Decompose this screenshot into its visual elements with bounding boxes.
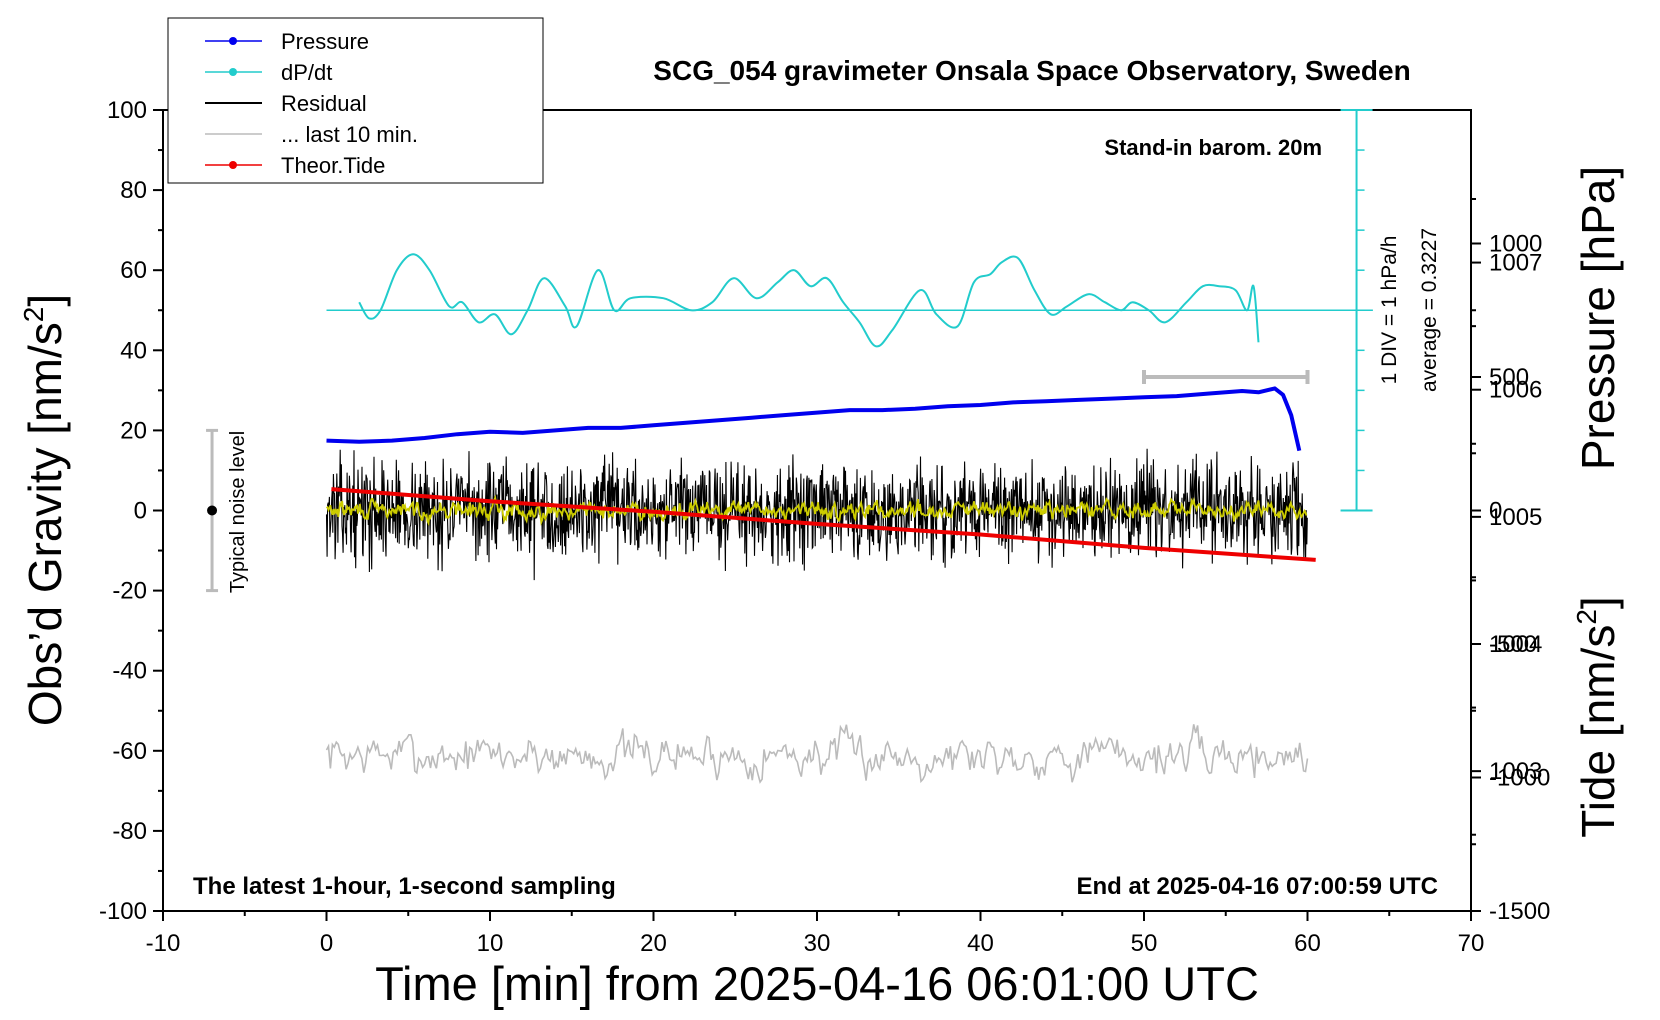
chart-title: SCG_054 gravimeter Onsala Space Observat…: [653, 55, 1410, 86]
series-pressure: [326, 386, 1302, 452]
x-tick-label: 20: [640, 930, 667, 957]
legend-label: Pressure: [281, 29, 369, 54]
pressure-tick-label: 1003: [1489, 758, 1542, 785]
x-tick-label: 0: [320, 930, 333, 957]
y-tick-label: 60: [120, 257, 147, 284]
tide-axis-label: Tide [nm/s2]: [1571, 596, 1624, 837]
series-theor-tide: [331, 487, 1316, 562]
legend-label: Theor.Tide: [281, 153, 385, 178]
tide-tick-label: 1000: [1489, 231, 1542, 258]
pressure-tick-label: 1005: [1489, 504, 1542, 531]
legend-label: Residual: [281, 91, 367, 116]
series-dpdt: [358, 253, 1260, 348]
legend-label: dP/dt: [281, 60, 332, 85]
average-label: average = 0.3227: [1418, 228, 1441, 392]
legend-box: [167, 17, 544, 184]
y-tick-label: 40: [120, 337, 147, 364]
pressure-tick-label: 1006: [1489, 377, 1542, 404]
y-tick-label: -100: [99, 898, 147, 925]
x-axis-label: Time [min] from 2025-04-16 06:01:00 UTC: [375, 957, 1259, 1010]
tide-tick-label: 500: [1489, 364, 1529, 391]
y-tick-label: -80: [112, 818, 147, 845]
series-residual-smoothed: [325, 494, 1308, 527]
y-tick-label: -20: [112, 578, 147, 605]
y-tick-label: 0: [134, 498, 147, 525]
y-tick-label: -40: [112, 658, 147, 685]
pressure-tick-label: 1004: [1489, 631, 1542, 658]
x-tick-label: 30: [804, 930, 831, 957]
series-last-10-min: [325, 724, 1309, 784]
pressure-axis-label: Pressure [hPa]: [1572, 166, 1624, 470]
bottom-left-annotation: The latest 1-hour, 1-second sampling: [193, 873, 616, 900]
bottom-right-annotation: End at 2025-04-16 07:00:59 UTC: [1077, 873, 1439, 900]
y-tick-label: 20: [120, 417, 147, 444]
y-axis-label: Obs’d Gravity [nm/s2]: [18, 294, 71, 726]
legend-label: ... last 10 min.: [281, 122, 418, 147]
x-tick-label: 50: [1131, 930, 1158, 957]
y-tick-label: -60: [112, 738, 147, 765]
x-tick-label: -10: [146, 930, 181, 957]
y-tick-label: 100: [107, 97, 147, 124]
div-label: 1 DIV = 1 hPa/h: [1378, 236, 1401, 385]
series-residual: [325, 448, 1308, 581]
tide-tick-label: -500: [1489, 631, 1537, 658]
legend-marker: [229, 37, 237, 45]
tide-tick-label: -1500: [1489, 898, 1550, 925]
noise-label: Typical noise level: [227, 431, 249, 593]
x-tick-label: 10: [477, 930, 504, 957]
x-tick-label: 70: [1458, 930, 1485, 957]
pressure-tick-label: 1007: [1489, 250, 1542, 277]
tide-tick-label: -1000: [1489, 765, 1550, 792]
legend-marker: [229, 68, 237, 76]
barometer-annotation: Stand-in barom. 20m: [1104, 135, 1322, 160]
noise-bar-center: [207, 505, 218, 516]
legend-marker: [229, 161, 237, 169]
tide-tick-label: 0: [1489, 498, 1502, 525]
y-tick-label: 80: [120, 177, 147, 204]
x-tick-label: 60: [1294, 930, 1321, 957]
x-tick-label: 40: [967, 930, 994, 957]
